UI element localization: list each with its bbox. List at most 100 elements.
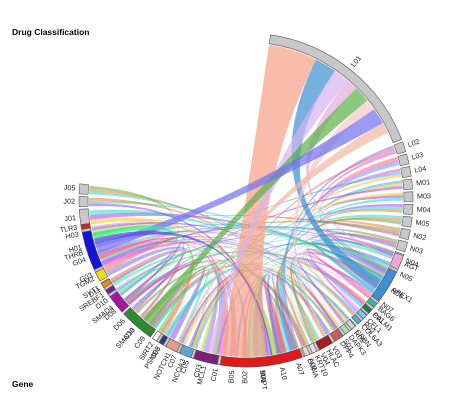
chord-p01-dpp4: [297, 257, 365, 329]
gene-sector-psme3: [158, 334, 169, 346]
drug-sector-l04: [400, 166, 412, 179]
drug-sector-l02: [393, 141, 407, 155]
drug-label-m04: M04: [416, 205, 430, 215]
gene-title: Gene: [12, 379, 34, 389]
chord-c08-thrb: [92, 226, 191, 332]
chord-d11-sirt2: [111, 250, 195, 333]
drug-label-l04: L04: [414, 164, 427, 175]
drug-label-a02: A02: [306, 357, 319, 372]
drug-label-l03: L03: [410, 150, 424, 162]
drug-sector-m01: [402, 178, 413, 190]
drug-sector-n02: [399, 227, 411, 241]
chord-r05-lmna: [283, 265, 348, 346]
gene-sector-cfl1: [356, 308, 368, 320]
drug-label-n05: N05: [398, 270, 414, 284]
drug-label-c01: C01: [209, 367, 220, 382]
drug-label-m03: M03: [417, 191, 431, 200]
drug-sector-m03: [403, 191, 414, 203]
chord-n07-dpp4: [298, 254, 372, 329]
sector-ring: [78, 34, 414, 368]
chord-c03-mcl1: [200, 276, 228, 355]
drug-sector-m04: [403, 203, 414, 215]
gene-sector-col6a3: [351, 313, 362, 325]
gene-label-tlr3: TLR3: [59, 223, 78, 235]
chord-c07-sirt2: [161, 268, 210, 343]
drug-label-b01: B01: [258, 370, 268, 384]
chord-l01-thrb: [95, 109, 383, 254]
chord-l01-mapt: [221, 44, 317, 358]
gene-sector-mapt: [219, 348, 303, 368]
chord-v03-col6a3: [290, 262, 354, 337]
drug-label-g04: G04: [71, 255, 87, 268]
chord-n05-apex1: [312, 240, 386, 293]
chord-c08-smad3: [149, 265, 205, 340]
gene-label-apex1: APEX1: [390, 285, 414, 305]
gene-sector-notch1: [165, 338, 181, 353]
drug-label-h03: H03: [65, 230, 80, 241]
drug-sector-j02: [78, 196, 89, 208]
gene-sector-lmna: [301, 345, 311, 357]
chord-l01-smad3: [143, 88, 368, 324]
chord-ribbons: [89, 44, 403, 358]
chord-b05-crbn: [235, 267, 349, 357]
drug-label-h01: H01: [68, 242, 83, 254]
drug-label-n02: N02: [412, 231, 427, 243]
drug-label-n04: N04: [404, 256, 420, 269]
gene-sector-ncoa3: [179, 344, 195, 359]
gene-sector-sirt2: [152, 330, 162, 342]
gene-sector-thrb: [81, 230, 103, 271]
chord-g03-smad4: [101, 238, 181, 302]
gene-sector-crbn: [345, 318, 356, 330]
gene-sector-apex1: [371, 267, 398, 302]
gene-sector-smad4: [109, 291, 130, 313]
drug-label-a07: A07: [294, 361, 306, 376]
gene-sector-syt1: [101, 278, 112, 289]
chord-c10-tlr3: [91, 221, 184, 318]
drug-sector-l01: [268, 34, 403, 144]
chord-j02-dpp4: [89, 197, 335, 331]
chord-p02-col6a3: [299, 257, 355, 316]
drug-sector-m05: [401, 215, 413, 228]
drug-sector-j05: [78, 183, 90, 195]
gene-sector-tlr3: [80, 223, 91, 230]
chord-l03-mapt: [280, 162, 400, 351]
chord-c09-dpp4: [151, 263, 335, 330]
drug-label-j01: J01: [64, 213, 76, 223]
drug-label-l01: L01: [349, 54, 364, 69]
gene-sector-calm1: [361, 303, 373, 314]
drug-label-j05: J05: [64, 183, 76, 193]
gene-sector-krt10: [308, 342, 318, 354]
drug-label-m05: M05: [415, 218, 430, 229]
gene-sector-dpp4: [329, 328, 344, 342]
drug-label-b02: B02: [240, 371, 249, 384]
chord-p02-apex1: [307, 244, 386, 312]
drug-label-b05: B05: [226, 370, 236, 383]
gene-label-mapt: MAPT: [258, 370, 269, 391]
gene-sector-agt: [389, 252, 404, 270]
chord-h03-srebf1: [92, 224, 176, 289]
drug-sector-l03: [397, 153, 410, 167]
drug-label-d06: D06: [111, 316, 127, 332]
drug-label-c05: C05: [178, 359, 191, 374]
chord-c08-crbn: [164, 263, 349, 338]
gene-sector-smad3: [123, 307, 156, 338]
drug-label-j02: J02: [63, 197, 75, 206]
drug-label-m01: M01: [416, 177, 431, 187]
chord-c03-smad3: [151, 268, 220, 353]
gene-sector-srebf1: [105, 284, 117, 295]
chord-a07-krt10: [272, 273, 312, 351]
chord-a02-krt10: [277, 271, 312, 345]
chord-n04-mcl1: [217, 241, 393, 355]
drug-label-l02: L02: [406, 137, 420, 149]
drug-label-a10: A10: [278, 366, 289, 380]
gene-sector-tgm2: [95, 268, 109, 282]
gene-sector-hlac: [315, 334, 333, 351]
chord-d08-calm1: [125, 251, 364, 305]
gene-sector-mcl1: [193, 349, 220, 365]
drug-label-c03: C03: [191, 363, 203, 378]
drug-sector-n03: [395, 239, 408, 253]
gene-sector-bag6: [366, 297, 378, 308]
drug-classification-title: Drug Classification: [12, 27, 90, 37]
gene-sector-dapk3: [339, 323, 350, 335]
